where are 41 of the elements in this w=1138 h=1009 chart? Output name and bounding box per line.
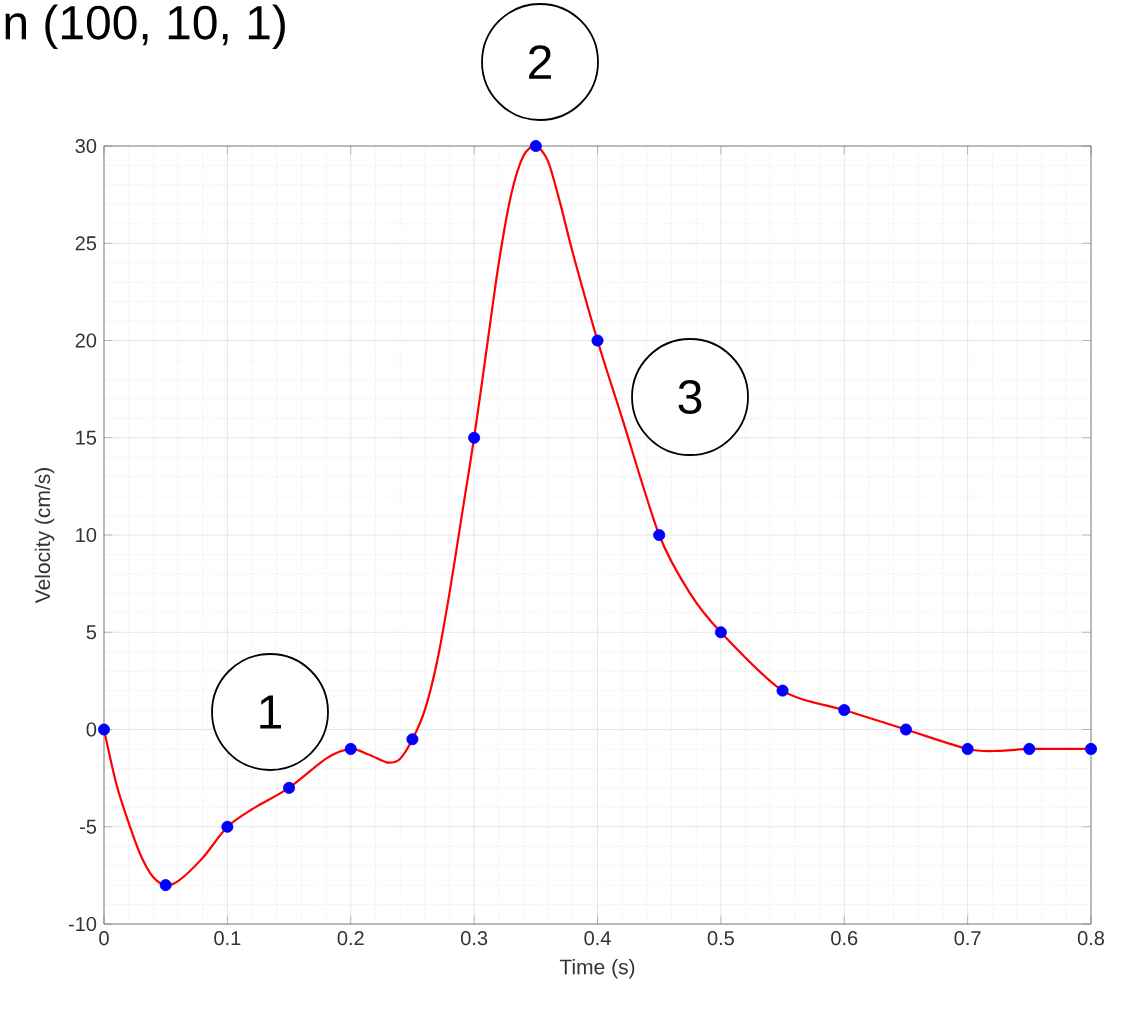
point bbox=[1085, 742, 1097, 755]
point bbox=[283, 781, 296, 794]
x-tick-label: 0.5 bbox=[707, 931, 734, 946]
x-tick-label: 0.4 bbox=[584, 931, 611, 946]
point bbox=[468, 431, 481, 444]
x-tick-label: 0.8 bbox=[1077, 931, 1105, 946]
point bbox=[838, 704, 851, 717]
y-axis-title: Velocity (cm/s) bbox=[34, 468, 55, 604]
point bbox=[591, 334, 604, 347]
text: 2 bbox=[529, 45, 551, 79]
x-tick-label: 0.6 bbox=[831, 931, 858, 946]
y-tick-label: 0 bbox=[86, 722, 97, 737]
point bbox=[714, 626, 727, 639]
point bbox=[653, 529, 666, 542]
point bbox=[776, 684, 789, 697]
point bbox=[899, 723, 912, 736]
x-tick-label: 0.2 bbox=[337, 931, 364, 946]
y-tick-label: -10 bbox=[68, 916, 97, 932]
y-tick-label: 30 bbox=[75, 138, 97, 154]
point bbox=[406, 733, 419, 746]
point bbox=[344, 742, 357, 755]
x-axis-title: Time (s) bbox=[559, 958, 635, 979]
x-tick-label: 0.1 bbox=[214, 931, 241, 946]
point bbox=[1023, 742, 1036, 755]
annotation: 1 bbox=[260, 695, 281, 729]
point bbox=[961, 742, 974, 755]
point bbox=[98, 723, 110, 736]
annotation: 3 bbox=[678, 380, 702, 414]
y-tick-label: 25 bbox=[75, 236, 97, 251]
point bbox=[529, 140, 542, 153]
y-tick-label: -5 bbox=[80, 819, 97, 834]
chart-title: n (100, 10, 1) bbox=[5, 4, 285, 50]
point bbox=[159, 879, 172, 892]
point bbox=[221, 820, 234, 833]
y-tick-label: 20 bbox=[75, 333, 97, 348]
x-tick-label: 0 bbox=[99, 931, 109, 946]
y-tick-label: 15 bbox=[76, 430, 97, 445]
y-tick-label: 10 bbox=[76, 527, 97, 543]
x-tick-label: 0.7 bbox=[954, 931, 981, 946]
y-tick-label: 5 bbox=[86, 625, 97, 640]
x-tick-label: 0.3 bbox=[461, 931, 488, 946]
